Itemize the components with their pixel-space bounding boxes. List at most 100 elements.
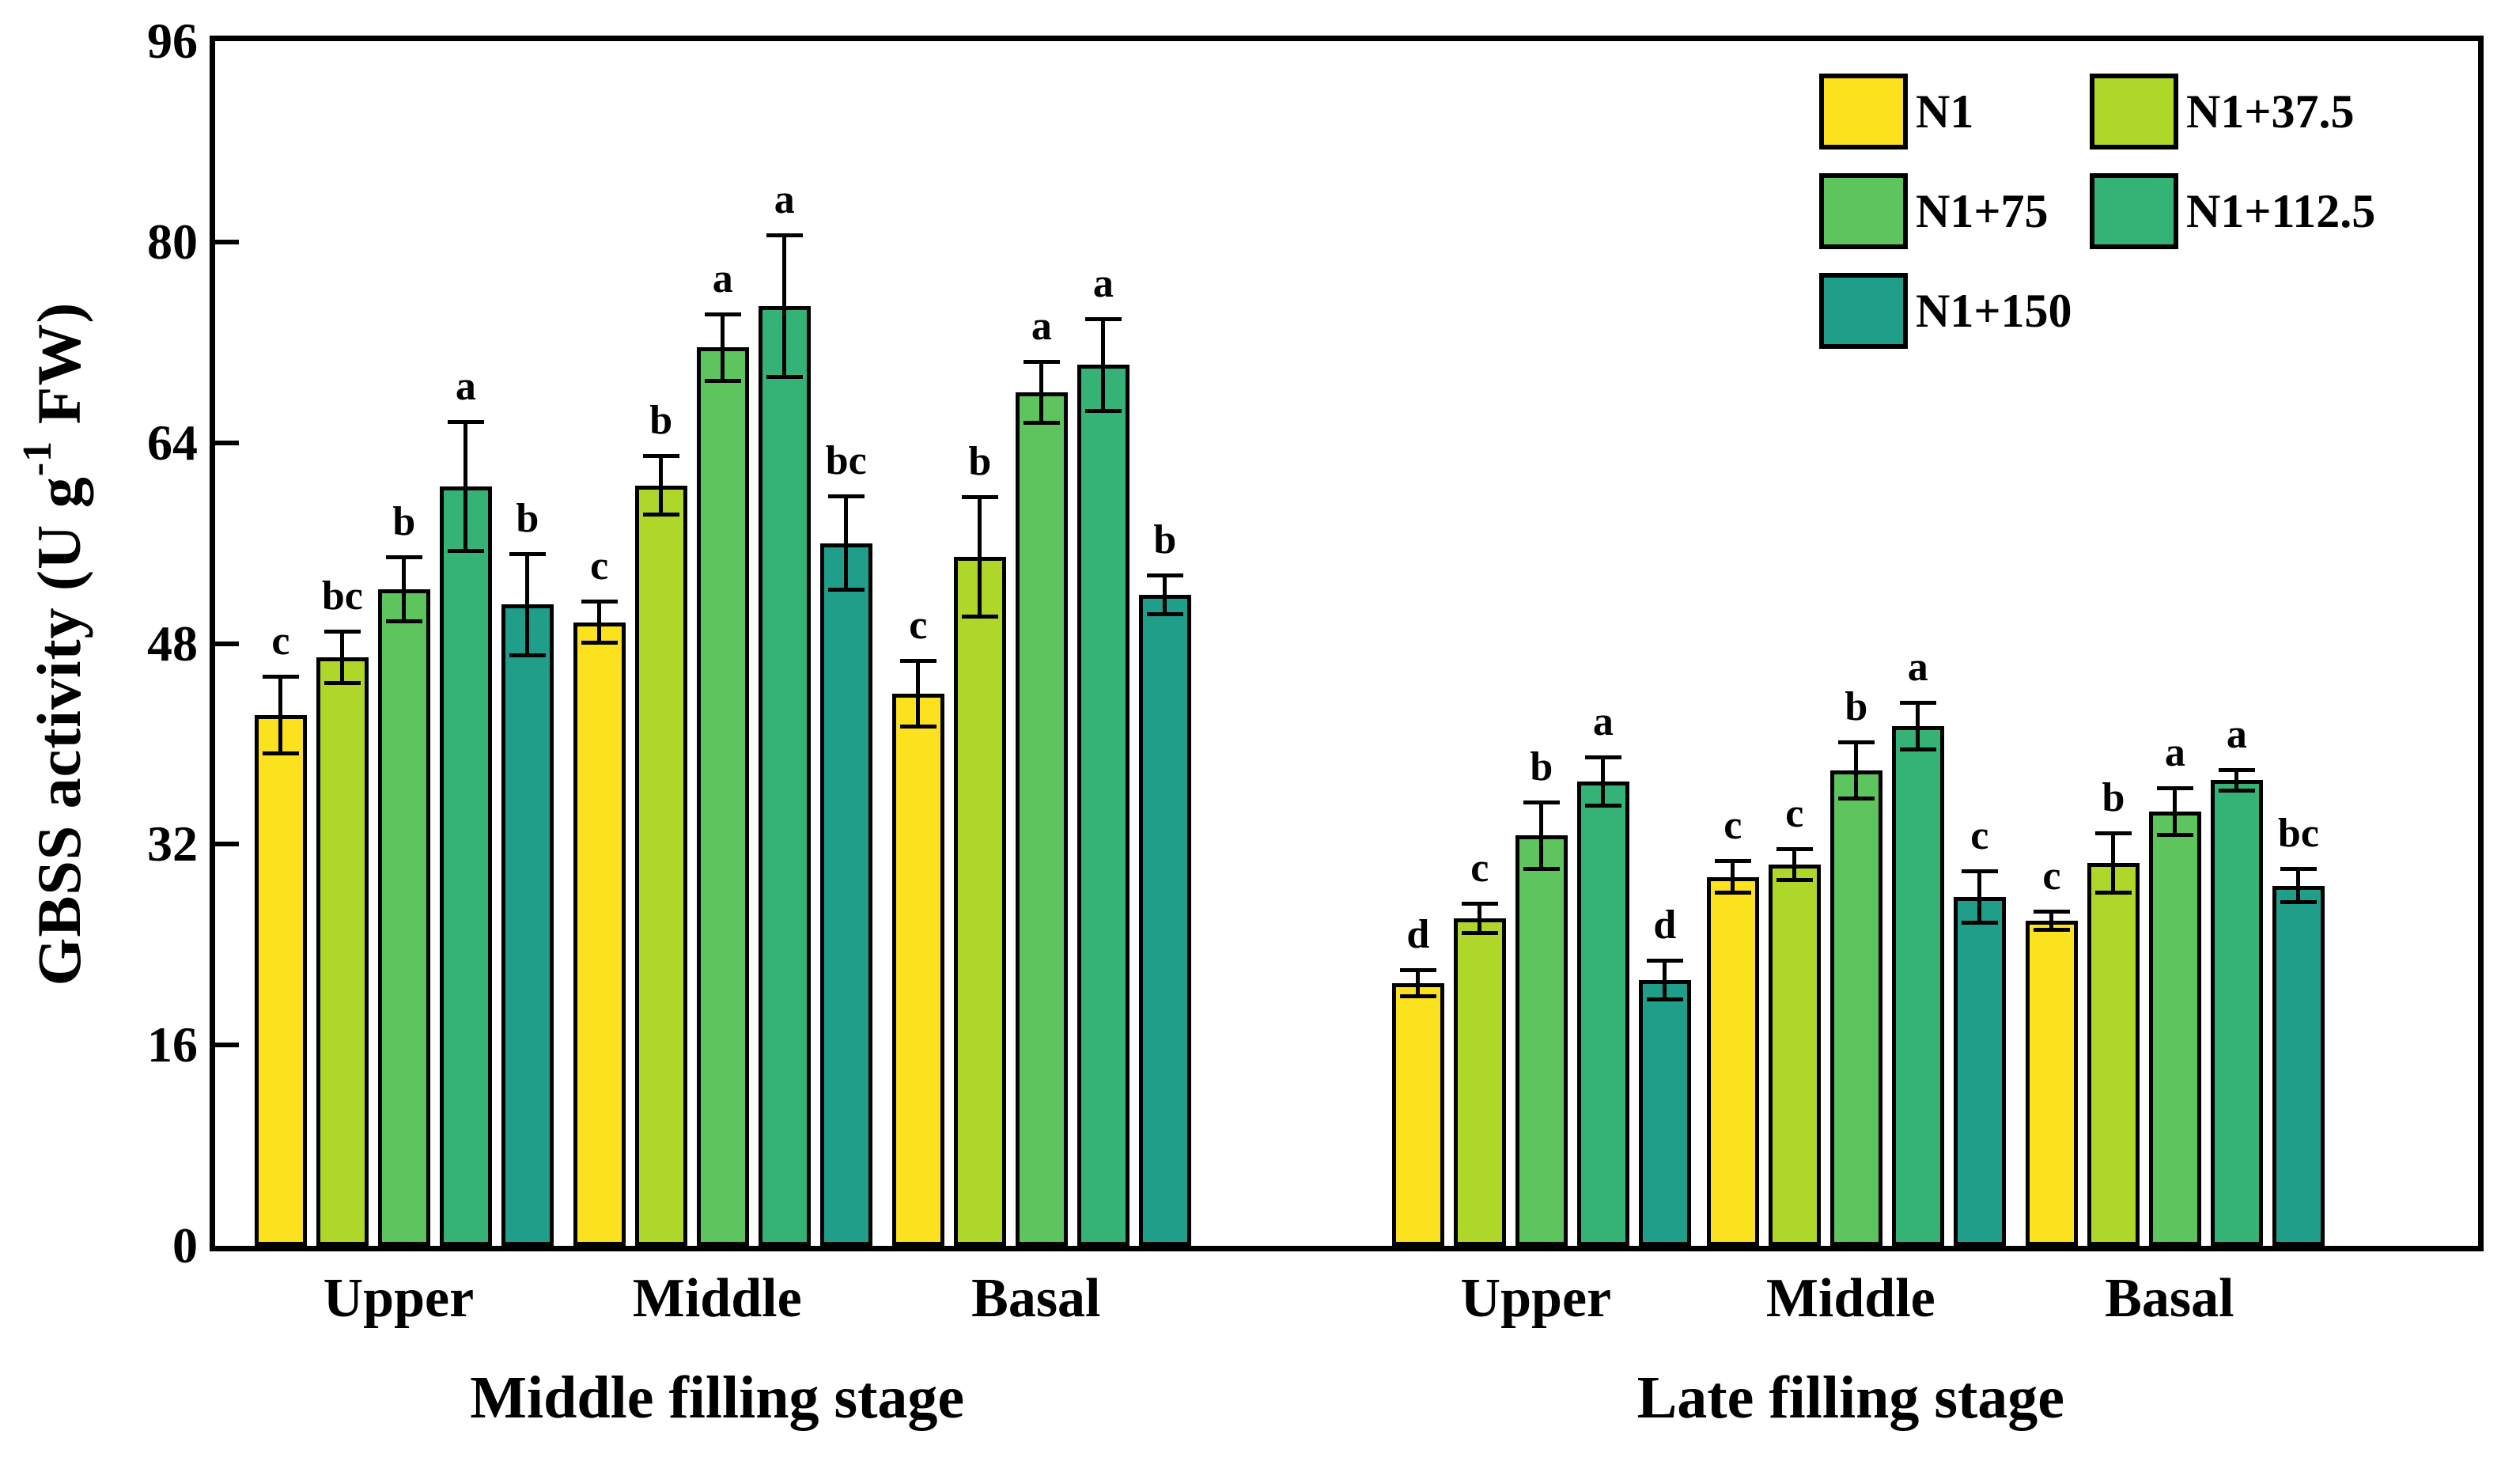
legend-label: N1+150 <box>1916 285 2072 337</box>
error-bar-bottom-cap <box>961 614 998 619</box>
bar-n1 <box>2025 921 2078 1246</box>
bar-n1plus150 <box>1638 979 1691 1246</box>
error-bar-top-cap <box>899 658 936 663</box>
error-bar <box>1854 740 1859 800</box>
bar-n1plus150 <box>819 543 872 1246</box>
bar-n1plus75 <box>2148 812 2201 1246</box>
error-bar <box>782 233 787 379</box>
error-bar-top-cap <box>2218 767 2255 772</box>
error-bar-top-cap <box>324 630 361 634</box>
x-axis-group-label: Middle <box>1765 1268 1935 1329</box>
error-bar-top-cap <box>1023 359 1060 364</box>
bar-n1 <box>573 622 626 1246</box>
significance-letter: c <box>1785 790 1804 836</box>
legend-swatch <box>2090 74 2178 149</box>
error-bar <box>1416 968 1421 999</box>
bar-n1plus37_5 <box>2087 863 2140 1246</box>
error-bar <box>1478 902 1482 935</box>
error-bar <box>1101 317 1106 413</box>
y-axis-tick <box>215 440 239 445</box>
y-axis-tick-label: 96 <box>147 13 198 69</box>
error-bar <box>978 495 982 619</box>
legend-label: N1 <box>1916 85 1974 138</box>
error-bar-bottom-cap <box>2156 832 2193 837</box>
significance-letter: a <box>1092 261 1114 307</box>
significance-letter: bc <box>825 437 867 483</box>
y-axis-tick <box>215 641 239 646</box>
significance-letter: a <box>712 255 733 301</box>
bar-n1 <box>1706 876 1759 1246</box>
error-bar-bottom-cap <box>1461 930 1498 935</box>
error-bar-top-cap <box>1146 573 1183 577</box>
y-axis-tick <box>215 239 239 244</box>
error-bar-bottom-cap <box>1523 866 1560 871</box>
significance-letter: a <box>455 364 476 410</box>
x-axis-group-label: Upper <box>1460 1268 1612 1329</box>
legend-label: N1+112.5 <box>2186 185 2376 237</box>
error-bar-bottom-cap <box>1961 920 1998 925</box>
significance-letter: bc <box>2277 810 2319 856</box>
error-bar <box>2173 786 2178 837</box>
y-axis-tick-label: 64 <box>147 414 198 471</box>
error-bar <box>721 312 725 383</box>
error-bar-bottom-cap <box>2094 890 2132 895</box>
error-bar-bottom-cap <box>2033 928 2070 933</box>
bar-n1plus37_5 <box>634 485 687 1246</box>
error-bar-top-cap <box>581 599 618 604</box>
significance-letter: d <box>1653 902 1677 948</box>
x-axis-group-label: Basal <box>971 1268 1101 1329</box>
error-bar <box>1163 573 1167 616</box>
error-bar-bottom-cap <box>1899 747 1936 751</box>
error-bar-top-cap <box>642 453 679 458</box>
x-axis-group-label: Upper <box>323 1268 475 1329</box>
significance-letter: a <box>2164 730 2185 776</box>
bar-n1plus150 <box>2272 885 2325 1246</box>
error-bar <box>1916 701 1920 751</box>
bar-n1 <box>254 714 307 1246</box>
significance-letter: b <box>1845 683 1868 729</box>
error-bar <box>278 675 283 755</box>
error-bar <box>916 658 921 729</box>
bar-n1plus37_5 <box>953 557 1006 1246</box>
bar-n1plus112_5 <box>758 305 811 1246</box>
y-axis-tick-label: 32 <box>147 816 198 872</box>
error-bar-top-cap <box>1961 869 1998 874</box>
legend: N1 N1+37.5 N1+75 N1+112.5 N1+150 <box>1819 74 2375 373</box>
y-axis-tick-label: 48 <box>147 615 198 672</box>
significance-letter: c <box>2042 853 2061 899</box>
y-axis-tick <box>215 842 239 847</box>
y-axis-tick <box>215 1043 239 1048</box>
error-bar-top-cap <box>1714 859 1751 864</box>
significance-letter: b <box>1153 517 1177 562</box>
error-bar-top-cap <box>1584 755 1621 759</box>
error-bar-bottom-cap <box>581 641 618 645</box>
error-bar-bottom-cap <box>766 374 803 379</box>
significance-letter: a <box>774 176 795 222</box>
error-bar <box>2111 831 2116 895</box>
bar-n1plus37_5 <box>1768 864 1821 1246</box>
error-bar-bottom-cap <box>2280 900 2317 905</box>
error-bar-bottom-cap <box>827 588 865 592</box>
significance-letter: b <box>516 495 539 541</box>
significance-letter: a <box>1592 698 1614 744</box>
stage-label: Late filling stage <box>1636 1364 2064 1431</box>
error-bar-top-cap <box>961 495 998 500</box>
legend-item: N1+37.5 <box>2090 74 2375 149</box>
significance-letter: a <box>1031 303 1052 349</box>
error-bar-top-cap <box>1399 968 1436 973</box>
x-axis-group-label: Middle <box>632 1268 802 1329</box>
error-bar-bottom-cap <box>1146 611 1183 616</box>
bar-n1plus75 <box>377 589 430 1246</box>
error-bar-bottom-cap <box>509 653 546 657</box>
bar-n1plus112_5 <box>1576 782 1629 1246</box>
bar-n1plus150 <box>501 604 554 1246</box>
error-bar <box>1539 800 1544 871</box>
error-bar-top-cap <box>1523 800 1560 804</box>
significance-letter: c <box>1470 846 1489 891</box>
error-bar <box>525 551 530 657</box>
significance-letter: b <box>968 439 992 485</box>
error-bar <box>1601 755 1606 808</box>
error-bar-bottom-cap <box>899 725 936 729</box>
legend-label: N1+75 <box>1916 185 2049 237</box>
error-bar-top-cap <box>447 420 484 425</box>
